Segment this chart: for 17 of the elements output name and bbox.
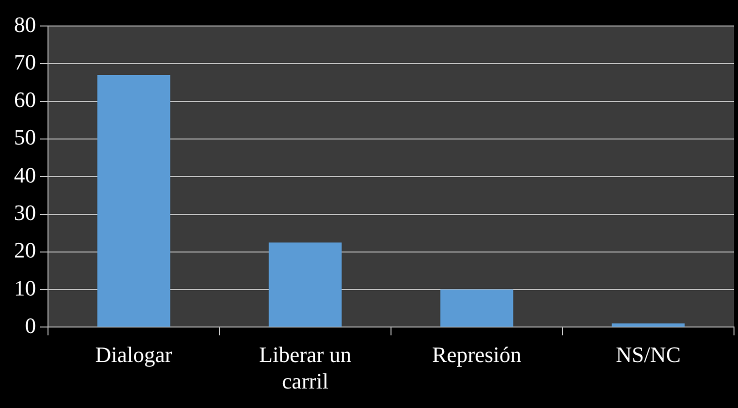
bar — [97, 74, 170, 327]
y-tick-label: 20 — [14, 238, 36, 263]
bar — [612, 323, 685, 327]
y-tick-label: 60 — [14, 87, 36, 112]
x-tick-label: NS/NC — [616, 342, 681, 368]
x-tick-label: Represión — [432, 342, 522, 368]
y-tick-label: 40 — [14, 162, 36, 188]
bar — [268, 242, 342, 327]
y-tick-label: 50 — [14, 124, 36, 150]
y-tick-label: 10 — [14, 275, 36, 300]
y-tick-label: 70 — [14, 49, 36, 74]
x-tick-label: Liberar un carril — [259, 342, 352, 394]
y-tick-label: 30 — [14, 200, 36, 226]
x-tick-label: Dialogar — [95, 342, 173, 368]
y-tick-label: 80 — [14, 12, 36, 37]
bar — [440, 290, 514, 327]
y-tick-label: 0 — [25, 312, 36, 338]
